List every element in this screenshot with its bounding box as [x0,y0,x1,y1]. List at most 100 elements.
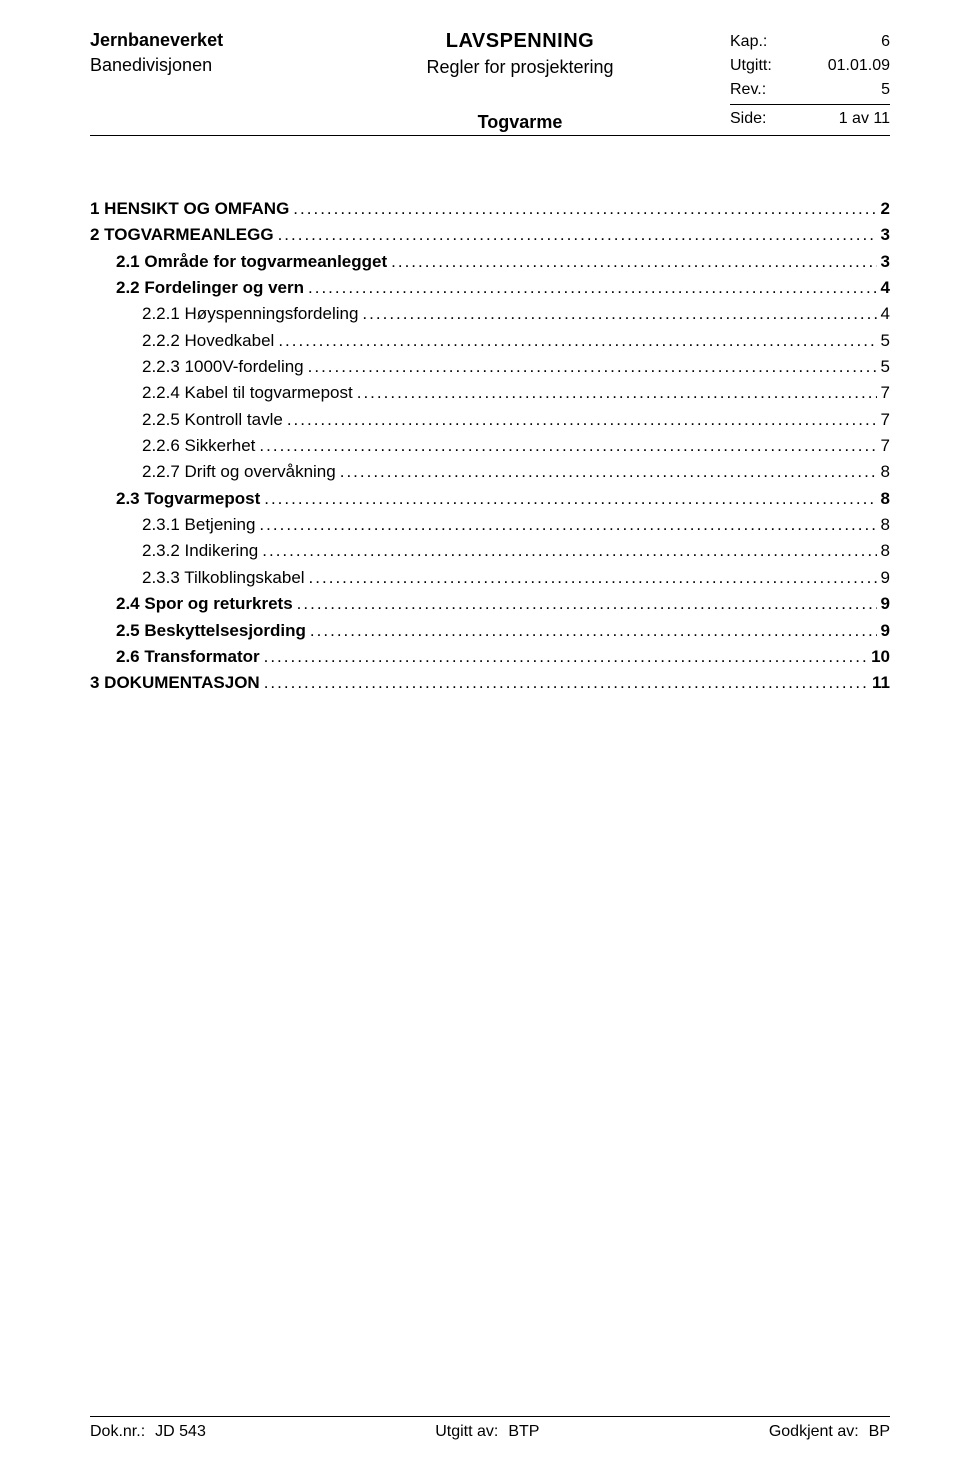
toc-label: 2.2 Fordelinger og vern [116,275,304,301]
meta-rev-label: Rev.: [730,78,766,102]
toc-label: 2.5 Beskyttelsesjording [116,618,306,644]
toc-row: 2.2.7 Drift og overvåkning8 [90,459,890,485]
toc-label: 2.1 Område for togvarmeanlegget [116,249,387,275]
toc-leader-dots [264,644,867,670]
meta-row-side: Side: 1 av 11 [730,107,890,131]
toc-label: 2.4 Spor og returkrets [116,591,293,617]
toc-row: 2 TOGVARMEANLEGG 3 [90,222,890,248]
title-main: LAVSPENNING [310,30,730,53]
toc-label: 2.2.1 Høyspenningsfordeling [142,301,358,327]
page-footer: Dok.nr.: JD 543 Utgitt av: BTP Godkjent … [90,1416,890,1441]
toc-row: 3 DOKUMENTASJON 11 [90,670,890,696]
footer-godkjent: Godkjent av: BP [769,1423,890,1441]
toc-page: 8 [881,486,890,512]
toc-row: 2.2.4 Kabel til togvarmepost 7 [90,380,890,406]
toc-leader-dots [278,222,877,248]
toc-leader-dots [287,407,877,433]
toc-leader-dots [264,670,868,696]
toc-label: 2.2.4 Kabel til togvarmepost [142,380,353,406]
toc-row: 2.3.3 Tilkoblingskabel 9 [90,565,890,591]
toc-label: 2.6 Transformator [116,644,260,670]
toc-leader-dots [308,275,877,301]
footer-godkjent-label: Godkjent av: [769,1423,859,1441]
header-rule [90,135,890,136]
toc-row: 2.3 Togvarmepost 8 [90,486,890,512]
header-meta: Kap.: 6 Utgitt: 01.01.09 Rev.: 5 Side: 1… [730,30,890,133]
toc-leader-dots [309,565,877,591]
toc-leader-dots [297,591,877,617]
toc-row: 2.1 Område for togvarmeanlegget 3 [90,249,890,275]
toc-leader-dots [308,354,877,380]
header-center: LAVSPENNING Regler for prosjektering Tog… [310,30,730,133]
toc-leader-dots [264,486,876,512]
toc-row: 2.2.6 Sikkerhet7 [90,433,890,459]
footer-doknr-label: Dok.nr.: [90,1423,145,1441]
footer-rule [90,1416,890,1417]
toc-label: 2.2.5 Kontroll tavle [142,407,283,433]
toc-label: 2.3.3 Tilkoblingskabel [142,565,305,591]
toc-row: 2.2.3 1000V-fordeling 5 [90,354,890,380]
toc-row: 2.4 Spor og returkrets 9 [90,591,890,617]
toc-leader-dots [391,249,876,275]
toc-label: 2.2.2 Hovedkabel [142,328,274,354]
table-of-contents: 1 HENSIKT OG OMFANG22 TOGVARMEANLEGG32.1… [90,196,890,697]
toc-page: 8 [881,512,890,538]
toc-row: 2.2 Fordelinger og vern 4 [90,275,890,301]
meta-rev-val: 5 [881,78,890,102]
meta-side-val: 1 av 11 [839,107,890,131]
toc-page: 9 [881,565,890,591]
toc-page: 5 [881,354,890,380]
meta-side-label: Side: [730,107,766,131]
toc-row: 2.2.5 Kontroll tavle 7 [90,407,890,433]
footer-utgitt: Utgitt av: BTP [435,1423,539,1441]
toc-leader-dots [259,433,876,459]
meta-utgitt-val: 01.01.09 [828,54,890,78]
toc-leader-dots [340,459,877,485]
toc-leader-dots [310,618,877,644]
footer-godkjent-val: BP [869,1423,890,1441]
toc-row: 2.5 Beskyttelsesjording 9 [90,618,890,644]
toc-label: 2 TOGVARMEANLEGG [90,222,274,248]
toc-page: 11 [872,670,890,696]
toc-row: 2.6 Transformator 10 [90,644,890,670]
meta-divider [730,104,890,105]
toc-page: 3 [881,222,890,248]
toc-page: 8 [881,538,890,564]
toc-leader-dots [357,380,877,406]
division-name: Banedivisjonen [90,55,310,76]
toc-page: 7 [881,380,890,406]
meta-kap-val: 6 [881,30,890,54]
toc-row: 2.3.2 Indikering 8 [90,538,890,564]
title-sub: Regler for prosjektering [310,57,730,78]
footer-doknr-val: JD 543 [155,1423,206,1441]
toc-leader-dots [262,538,876,564]
org-name: Jernbaneverket [90,30,310,51]
toc-page: 4 [881,275,890,301]
toc-page: 4 [881,301,890,327]
page-header: Jernbaneverket Banedivisjonen LAVSPENNIN… [90,30,890,133]
toc-page: 10 [871,644,890,670]
meta-row-rev: Rev.: 5 [730,78,890,102]
toc-page: 9 [881,591,890,617]
toc-label: 1 HENSIKT OG OMFANG [90,196,289,222]
toc-page: 9 [881,618,890,644]
toc-label: 3 DOKUMENTASJON [90,670,260,696]
toc-leader-dots [293,196,876,222]
header-left: Jernbaneverket Banedivisjonen [90,30,310,133]
toc-page: 3 [881,249,890,275]
meta-row-kap: Kap.: 6 [730,30,890,54]
toc-row: 2.2.1 Høyspenningsfordeling 4 [90,301,890,327]
toc-row: 2.3.1 Betjening8 [90,512,890,538]
toc-page: 8 [881,459,890,485]
title-sub2: Togvarme [310,112,730,133]
footer-utgitt-val: BTP [508,1423,539,1441]
footer-doknr: Dok.nr.: JD 543 [90,1423,206,1441]
page: Jernbaneverket Banedivisjonen LAVSPENNIN… [0,0,960,1481]
toc-row: 1 HENSIKT OG OMFANG2 [90,196,890,222]
toc-label: 2.2.3 1000V-fordeling [142,354,304,380]
meta-row-utgitt: Utgitt: 01.01.09 [730,54,890,78]
toc-label: 2.3.2 Indikering [142,538,258,564]
toc-label: 2.3 Togvarmepost [116,486,260,512]
toc-page: 7 [881,407,890,433]
toc-page: 7 [881,433,890,459]
